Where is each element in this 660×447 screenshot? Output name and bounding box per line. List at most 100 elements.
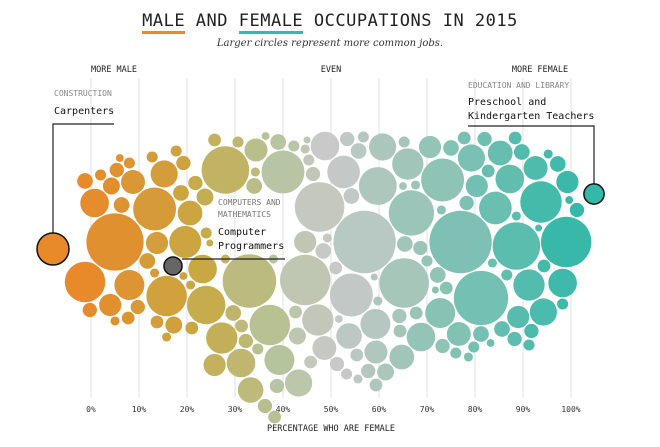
bubble	[113, 197, 130, 213]
annotation-label-preschool-line2: Kindergarten Teachers	[468, 111, 594, 122]
bubble	[535, 224, 543, 232]
label-even: EVEN	[321, 65, 341, 75]
bubble	[305, 166, 321, 182]
bubble	[310, 131, 340, 161]
bubble	[121, 170, 145, 194]
bubble	[350, 348, 364, 362]
x-tick-label: 70%	[420, 405, 435, 414]
bubble	[200, 227, 212, 239]
bubble	[357, 131, 369, 143]
bubble	[288, 140, 300, 152]
bubble	[369, 133, 397, 161]
bubble	[392, 308, 407, 324]
bubble	[360, 308, 391, 340]
bubble	[329, 273, 373, 317]
bubble	[176, 155, 191, 171]
bubble	[468, 341, 480, 353]
bubble	[459, 195, 474, 211]
annotation-label-programmers: Computer	[218, 227, 266, 238]
x-tick-label: 40%	[276, 405, 291, 414]
bubble	[188, 175, 203, 191]
bubble	[524, 323, 539, 339]
bubble	[486, 339, 495, 347]
annotation-category-education: EDUCATION AND LIBRARY	[468, 81, 569, 90]
bubble	[170, 145, 182, 157]
bubble	[418, 135, 442, 159]
bubble-carpenters	[36, 232, 70, 266]
carpenters-leader-line	[52, 123, 114, 233]
bubble	[507, 305, 530, 329]
bubble	[421, 158, 465, 202]
annotation-label-programmers-line2: Programmers	[218, 241, 284, 252]
bubble	[399, 182, 407, 190]
bubble	[329, 356, 345, 372]
bubble	[388, 190, 435, 236]
bubble	[294, 182, 345, 232]
bubble	[358, 167, 397, 205]
chart-subtitle: Larger circles represent more common job…	[216, 38, 444, 49]
bubble	[450, 347, 462, 359]
bubble	[226, 348, 256, 378]
bubble	[343, 188, 360, 204]
bubble	[373, 296, 383, 306]
x-axis-label: PERCENTAGE WHO ARE FEMALE	[267, 424, 395, 434]
bubble	[300, 144, 310, 154]
chart-title: MALE AND FEMALE OCCUPATIONS IN 2015	[0, 11, 660, 34]
bubble	[285, 369, 313, 397]
bubble	[268, 410, 281, 424]
bubble	[196, 188, 214, 206]
bubble	[288, 327, 306, 345]
annotation-category-computers: COMPUTERS AND	[218, 198, 281, 207]
annotation-category-computers-line2: MATHEMATICS	[218, 210, 271, 219]
x-tick-label: 0%	[86, 405, 96, 414]
bubble	[121, 311, 135, 325]
bubble	[201, 146, 250, 194]
x-tick-label: 90%	[516, 405, 531, 414]
x-tick-label: 100%	[561, 405, 580, 414]
bubble	[64, 261, 106, 303]
bubble	[411, 180, 421, 190]
bubble	[162, 332, 172, 342]
bubble	[237, 377, 264, 403]
bubble	[179, 272, 188, 280]
bubble	[520, 181, 562, 223]
x-tick-label: 10%	[132, 405, 147, 414]
bubble	[548, 268, 577, 298]
bubble	[102, 177, 120, 195]
bubble	[206, 239, 214, 247]
bubble	[511, 211, 521, 221]
bubble	[244, 138, 268, 162]
bubble	[473, 326, 489, 342]
bubble	[146, 151, 158, 163]
bubble	[569, 202, 585, 218]
bubble	[246, 178, 263, 194]
bubble	[302, 304, 334, 336]
bubble	[206, 322, 238, 354]
bubble	[370, 273, 378, 281]
bubble	[86, 213, 144, 271]
bubble	[133, 187, 177, 231]
bubble	[508, 131, 522, 145]
bubble	[173, 185, 189, 201]
bubble	[289, 305, 302, 319]
bubble	[364, 340, 388, 364]
bubble	[379, 258, 429, 308]
bubble	[249, 304, 291, 346]
bubble	[429, 267, 446, 283]
annotation-label-carpenters: Carpenters	[54, 106, 114, 117]
bubble	[463, 352, 473, 362]
bubble	[186, 280, 196, 290]
bubble	[479, 191, 512, 225]
bubble	[145, 231, 169, 255]
title-and: AND	[185, 11, 239, 31]
x-tick-label: 60%	[372, 405, 387, 414]
bubble	[225, 305, 242, 321]
bubble	[369, 378, 383, 392]
bubble	[264, 344, 295, 376]
bubble	[185, 321, 199, 335]
bubble	[95, 169, 107, 181]
bubble	[269, 378, 285, 394]
bubble	[252, 343, 264, 355]
bubble	[396, 236, 413, 252]
bubble	[294, 230, 317, 254]
